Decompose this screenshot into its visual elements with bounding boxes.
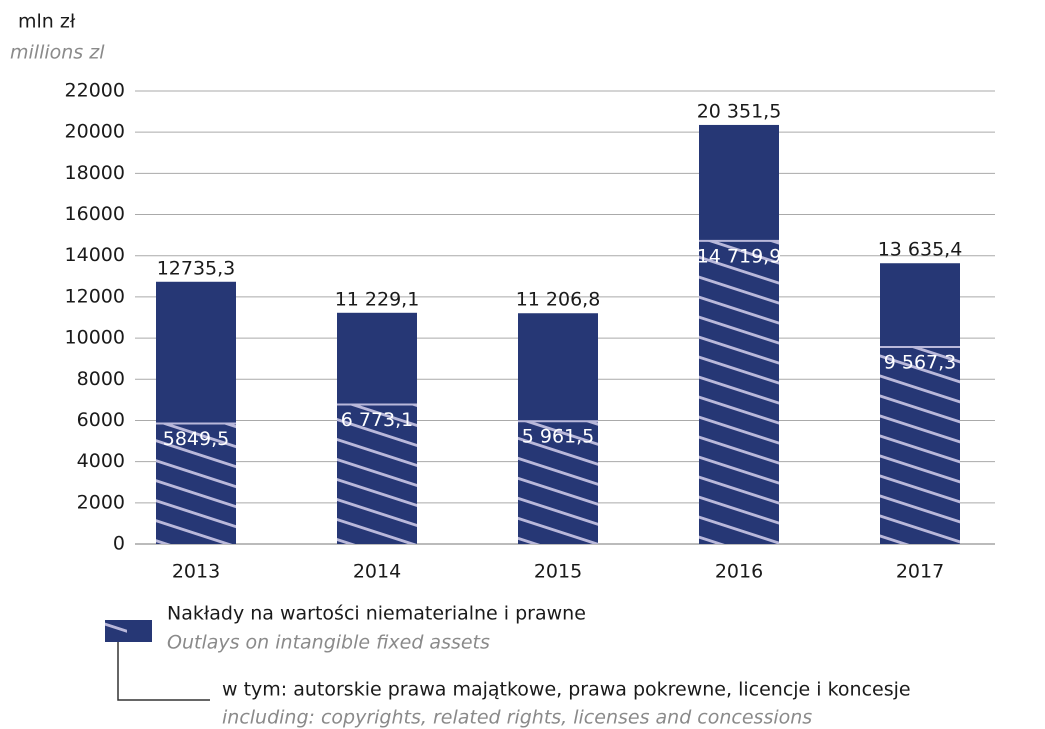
legend-label-en: including: copyrights, related rights, l…	[222, 707, 812, 729]
y-tick-label: 14000	[65, 244, 125, 266]
bar-including	[337, 404, 417, 544]
value-label: 11 229,1	[335, 288, 420, 310]
y-tick-label: 22000	[65, 80, 125, 102]
x-tick-label: 2013	[172, 561, 220, 583]
y-label-en: millions zl	[10, 42, 105, 64]
value-label: 11 206,8	[516, 289, 601, 311]
value-label: 12735,3	[157, 257, 236, 279]
bar-including	[156, 423, 236, 544]
y-tick-label: 16000	[65, 203, 125, 225]
value-label: 6 773,1	[341, 409, 414, 431]
y-tick-label: 20000	[65, 121, 125, 143]
value-label: 5849,5	[163, 428, 229, 450]
x-tick-label: 2017	[896, 561, 944, 583]
bar-including	[518, 421, 598, 544]
x-tick-label: 2015	[534, 561, 582, 583]
value-label: 9 567,3	[884, 352, 957, 374]
legend-label: Nakłady na wartości niematerialne i praw…	[167, 603, 586, 625]
value-label: 13 635,4	[878, 239, 963, 261]
y-tick-label: 2000	[77, 491, 125, 513]
x-tick-label: 2014	[353, 561, 401, 583]
y-tick-label: 12000	[65, 285, 125, 307]
y-tick-label: 4000	[77, 450, 125, 472]
value-label: 20 351,5	[697, 100, 782, 122]
legend-label: w tym: autorskie prawa majątkowe, prawa …	[222, 679, 911, 701]
y-label: mln zł	[18, 11, 76, 33]
y-tick-label: 10000	[65, 327, 125, 349]
y-tick-label: 6000	[77, 409, 125, 431]
x-tick-label: 2016	[715, 561, 763, 583]
legend-label-en: Outlays on intangible fixed assets	[167, 632, 490, 654]
bar-including	[699, 240, 779, 544]
legend-connector	[117, 642, 210, 701]
value-label: 14 719,9	[697, 245, 782, 267]
legend-swatch-hatch	[105, 620, 127, 642]
y-tick-label: 0	[113, 533, 125, 555]
value-label: 5 961,5	[522, 426, 595, 448]
y-tick-label: 18000	[65, 162, 125, 184]
y-tick-label: 8000	[77, 368, 125, 390]
bar-including	[880, 347, 960, 544]
